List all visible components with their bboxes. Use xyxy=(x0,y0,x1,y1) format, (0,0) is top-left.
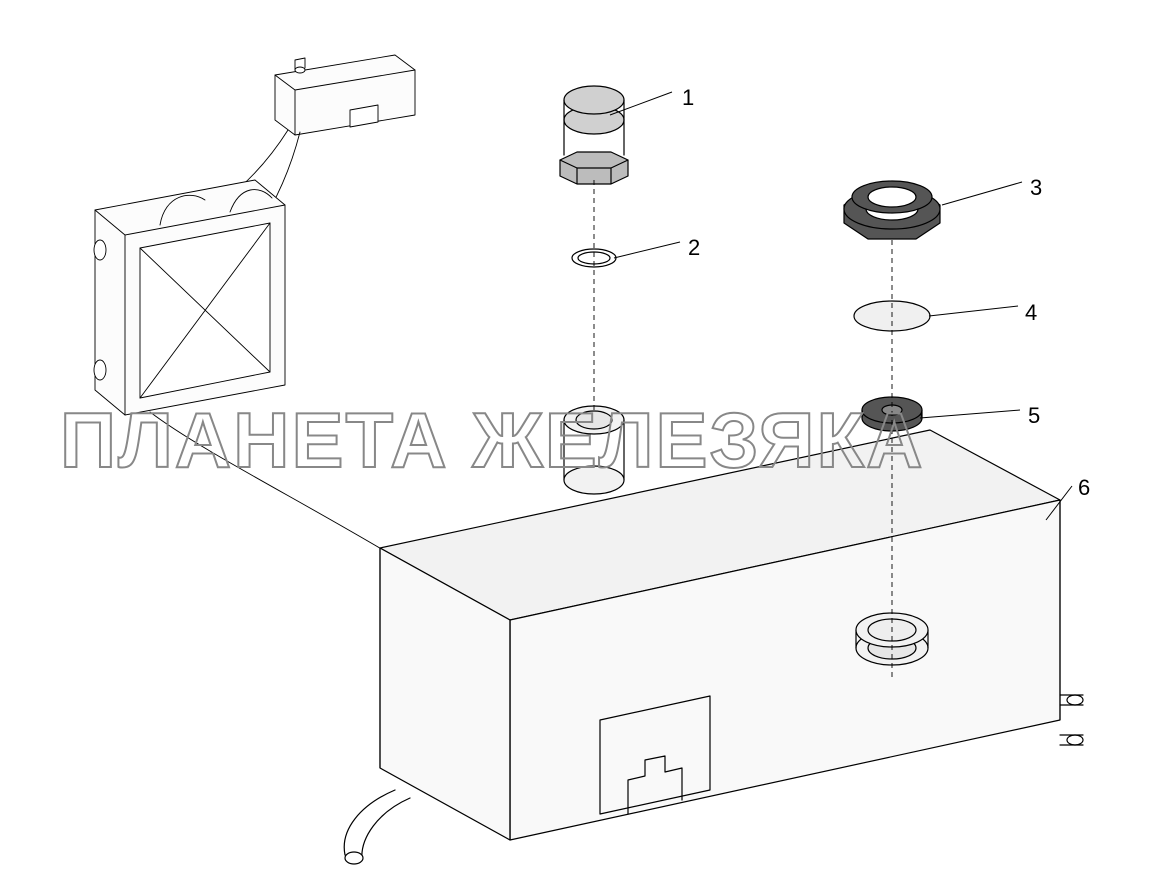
item-3-collar xyxy=(844,181,940,239)
diagram-stage: ПЛАНЕТА ЖЕЛЕЗЯКА 1 2 3 4 5 6 xyxy=(0,0,1155,886)
callout-label-1: 1 xyxy=(682,85,694,111)
callout-label-6: 6 xyxy=(1078,475,1090,501)
exploded-view-svg xyxy=(0,0,1155,886)
callout-label-4: 4 xyxy=(1025,300,1037,326)
callout-label-2: 2 xyxy=(688,235,700,261)
callout-line-4 xyxy=(929,306,1018,316)
item-1-plug xyxy=(560,86,628,184)
radiator-inset xyxy=(94,55,415,560)
callout-label-3: 3 xyxy=(1030,175,1042,201)
callout-line-3 xyxy=(942,182,1022,205)
callout-label-5: 5 xyxy=(1028,403,1040,429)
callout-line-2 xyxy=(614,242,680,258)
callout-line-5 xyxy=(920,410,1020,418)
tank-body xyxy=(344,406,1083,864)
